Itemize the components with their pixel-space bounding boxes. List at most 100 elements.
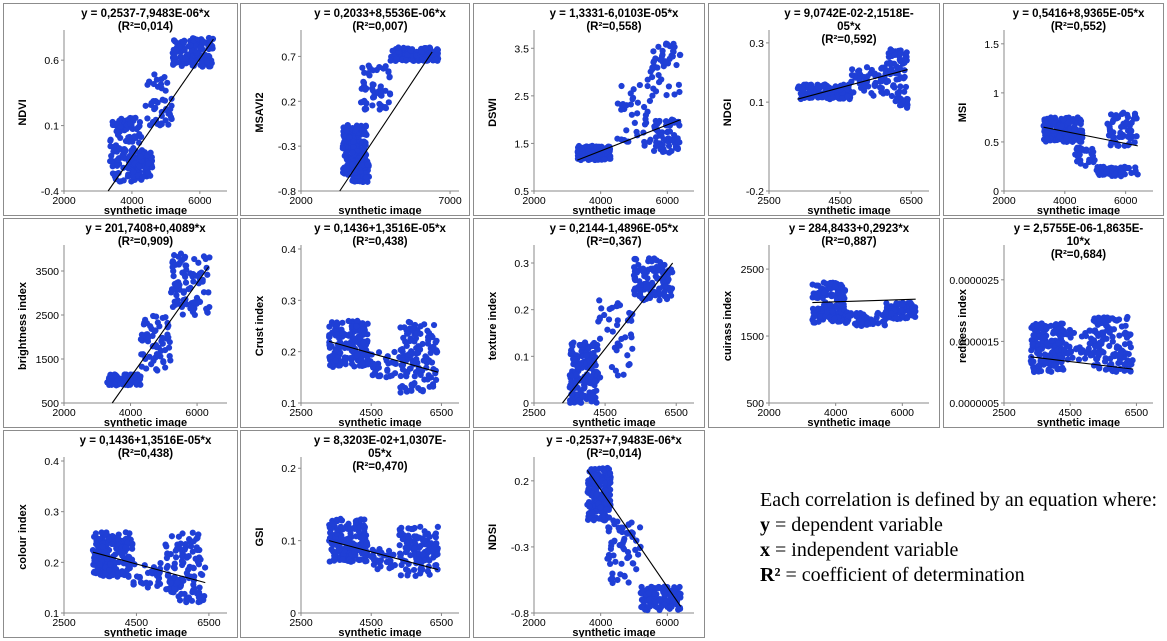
data-point bbox=[649, 64, 656, 71]
data-point bbox=[909, 305, 916, 312]
x-tick-label: 4000 bbox=[120, 195, 144, 207]
data-point bbox=[631, 264, 638, 271]
data-point bbox=[614, 372, 622, 379]
x-tick-label: 6000 bbox=[656, 195, 680, 207]
data-point bbox=[159, 340, 166, 347]
data-point bbox=[351, 548, 358, 556]
data-point bbox=[190, 278, 197, 285]
regression-line bbox=[92, 551, 206, 584]
data-point bbox=[1104, 314, 1111, 322]
chart-svg: 0 0.1 0.2 2500 4500 6500 synthetic image GSI bbox=[254, 457, 459, 637]
data-point bbox=[336, 546, 343, 553]
data-point bbox=[404, 330, 412, 337]
data-point bbox=[403, 51, 411, 59]
data-point bbox=[892, 314, 900, 322]
data-point bbox=[1110, 326, 1118, 333]
data-point bbox=[636, 81, 643, 89]
data-point bbox=[168, 533, 176, 540]
data-point bbox=[361, 130, 368, 137]
data-point bbox=[353, 323, 360, 330]
data-point bbox=[190, 538, 197, 545]
data-point bbox=[326, 341, 333, 348]
data-point bbox=[596, 151, 603, 158]
data-point bbox=[359, 98, 367, 105]
data-point bbox=[632, 546, 639, 553]
data-point bbox=[827, 280, 834, 287]
data-point bbox=[165, 121, 172, 128]
data-point bbox=[814, 94, 822, 101]
data-point bbox=[857, 309, 864, 317]
data-point bbox=[392, 370, 399, 377]
data-point bbox=[196, 44, 204, 51]
data-point bbox=[1078, 333, 1086, 340]
data-point bbox=[200, 289, 208, 296]
data-point bbox=[360, 522, 367, 529]
y-tick-label: -0.2 bbox=[746, 186, 764, 198]
data-point bbox=[1043, 325, 1050, 332]
data-point bbox=[354, 351, 361, 359]
data-point bbox=[605, 528, 612, 535]
data-point bbox=[189, 548, 196, 555]
legend-item-y: y = dependent variable bbox=[760, 513, 1160, 538]
data-point bbox=[1124, 313, 1131, 321]
data-point bbox=[827, 301, 834, 309]
data-point bbox=[845, 312, 852, 320]
data-point bbox=[131, 134, 138, 141]
y-tick-label: 0.6 bbox=[44, 55, 59, 67]
data-point bbox=[1117, 349, 1124, 356]
x-tick-label: 6500 bbox=[900, 195, 924, 207]
data-point bbox=[386, 565, 393, 572]
data-point bbox=[648, 583, 655, 590]
data-point bbox=[1102, 366, 1109, 373]
data-point bbox=[136, 163, 143, 170]
data-point bbox=[662, 41, 670, 48]
data-point bbox=[626, 553, 633, 560]
data-point bbox=[419, 551, 427, 558]
y-tick-label: -0.3 bbox=[278, 141, 296, 153]
data-point bbox=[130, 581, 137, 588]
data-point bbox=[206, 303, 213, 311]
data-point bbox=[178, 62, 185, 70]
y-axis-label: cuirass index bbox=[722, 290, 734, 361]
data-point bbox=[351, 363, 358, 370]
data-point bbox=[117, 380, 124, 387]
data-point bbox=[604, 326, 611, 333]
data-point bbox=[1118, 168, 1125, 175]
data-point bbox=[1090, 337, 1098, 344]
data-point bbox=[387, 91, 394, 98]
data-point bbox=[858, 319, 866, 326]
scatter-points bbox=[794, 46, 911, 111]
data-point bbox=[417, 523, 424, 530]
data-point bbox=[171, 560, 178, 567]
x-tick-label: 2000 bbox=[52, 407, 76, 419]
x-tick-label: 6000 bbox=[656, 617, 680, 629]
data-point bbox=[167, 551, 174, 558]
data-point bbox=[178, 553, 186, 560]
y-tick-label: 0.1 bbox=[514, 351, 529, 363]
data-point bbox=[649, 92, 656, 99]
data-point bbox=[154, 319, 161, 326]
data-point bbox=[125, 553, 133, 561]
y-axis-label: colour index bbox=[17, 503, 29, 569]
data-point bbox=[183, 595, 190, 603]
data-point bbox=[1118, 123, 1125, 131]
data-point bbox=[96, 535, 103, 543]
data-point bbox=[108, 540, 116, 548]
data-point bbox=[142, 316, 149, 323]
data-point bbox=[162, 87, 169, 94]
data-point bbox=[431, 543, 438, 551]
data-point bbox=[596, 335, 604, 342]
y-tick-label: -0.8 bbox=[511, 608, 529, 620]
x-axis-label: synthetic image bbox=[807, 417, 890, 428]
data-point bbox=[198, 593, 205, 600]
y-tick-label: 1 bbox=[993, 88, 999, 100]
data-point bbox=[609, 570, 616, 577]
data-point bbox=[620, 371, 627, 378]
data-point bbox=[387, 57, 394, 64]
data-point bbox=[1053, 321, 1060, 328]
regression-line bbox=[328, 540, 439, 571]
data-point bbox=[1072, 151, 1079, 158]
data-point bbox=[677, 51, 684, 58]
data-point bbox=[618, 82, 625, 90]
data-point bbox=[904, 96, 911, 103]
